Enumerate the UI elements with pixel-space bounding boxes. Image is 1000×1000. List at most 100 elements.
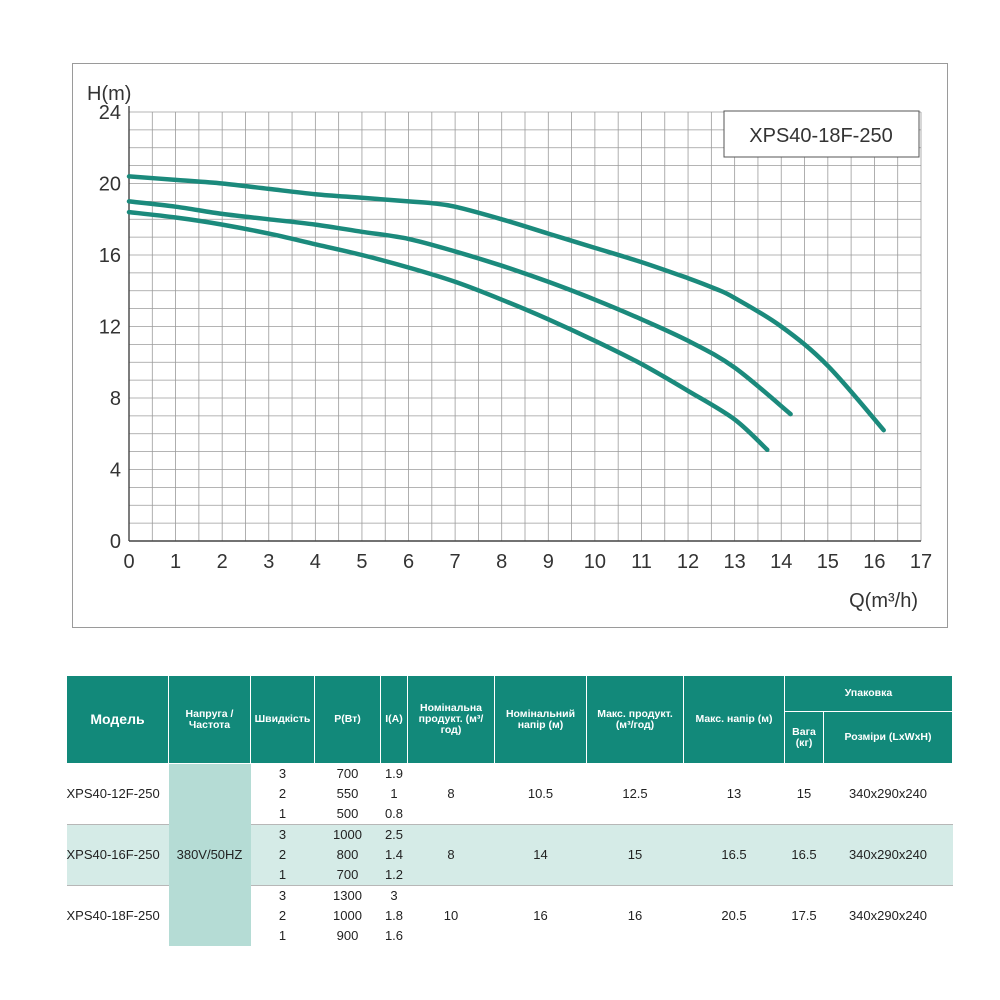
header-power: P(Вт) (314, 675, 381, 764)
current-cell: 1.8 (384, 908, 404, 923)
y-tick-label: 24 (99, 102, 121, 124)
x-tick-label: 6 (403, 551, 414, 573)
weight-cell: 15 (784, 763, 824, 825)
series-line-2 (126, 199, 793, 417)
nominal-flow-cell: 8 (407, 824, 495, 886)
table-row: 1 500 0.8 (67, 804, 953, 825)
x-tick-label: 1 (170, 551, 181, 573)
current-cell: 1 (390, 786, 398, 801)
max-head-cell: 13 (683, 763, 785, 825)
x-tick-label: 0 (123, 551, 134, 573)
speed-cell: 3 (278, 888, 287, 903)
speed-cell: 2 (278, 908, 287, 923)
table-row: 2 800 1.4 (67, 845, 953, 865)
x-tick-label: 2 (217, 551, 228, 573)
nominal-head-cell: 14 (494, 824, 587, 886)
power-cell: 1000 (333, 908, 362, 923)
current-cell: 0.8 (380, 804, 408, 825)
header-voltage: Напруга /Частота (168, 675, 251, 764)
weight-cell: 17.5 (791, 908, 817, 923)
header-current: I(A) (380, 675, 408, 764)
series-lines (126, 174, 886, 453)
chart-title: XPS40-18F-250 (749, 125, 892, 147)
x-tick-label: 5 (356, 551, 367, 573)
max-flow-cell: 15 (586, 824, 684, 886)
max-head-cell: 16.5 (683, 824, 785, 886)
pump-curve-chart: 0 1 2 3 4 5 6 7 8 9 10 11 12 13 14 15 16 17 0 4 8 12 16 20 24 XP… (72, 63, 948, 628)
model-name: XPS40-18F-250 (66, 908, 160, 923)
y-tick-label: 20 (99, 174, 121, 196)
table-row: XPS40-18F-250 3 1300 3 10 16 16 20.5 17.… (67, 886, 953, 923)
title-box-frame (723, 110, 920, 158)
speed-cell: 2 (278, 786, 287, 801)
x-tick-label: 16 (863, 551, 885, 573)
header-nominal-flow: Номінальна продукт. (м³/год) (407, 675, 495, 764)
nominal-flow-cell: 8 (407, 763, 495, 825)
x-tick-label: 17 (910, 551, 932, 573)
current-cell: 1.9 (384, 766, 404, 781)
y-axis-label: H(m) (87, 83, 131, 105)
speed-cell: 3 (250, 824, 315, 845)
table-row: 2 550 1 (67, 784, 953, 804)
x-tick-label: 15 (817, 551, 839, 573)
grid (128, 111, 922, 542)
x-tick-label: 9 (543, 551, 554, 573)
speed-cell: 3 (278, 766, 287, 781)
nominal-flow-cell: 10 (443, 908, 459, 923)
x-tick-label: 11 (631, 551, 652, 573)
header-dimensions: Розміри (LxWxH) (823, 711, 953, 764)
speed-cell: 1 (250, 804, 315, 825)
nominal-head-cell: 10.5 (494, 763, 587, 825)
header-nominal-head: Номінальний напір (м) (494, 675, 587, 764)
spec-table: Модель Напруга /Частота Швидкість P(Вт) … (66, 675, 953, 946)
speed-cell: 1 (250, 865, 315, 886)
dimensions-cell: 340x290x240 (823, 824, 953, 886)
header-packaging: Упаковка (784, 675, 953, 712)
x-tick-label: 10 (584, 551, 606, 573)
y-tick-label: 8 (110, 388, 121, 410)
max-flow-cell: 12.5 (586, 763, 684, 825)
x-tick-label: 8 (496, 551, 507, 573)
y-tick-label: 4 (110, 460, 121, 482)
power-cell: 700 (336, 766, 359, 781)
max-flow-cell: 16 (627, 908, 643, 923)
x-tick-label: 7 (450, 551, 461, 573)
header-speed: Швидкість (250, 675, 315, 764)
x-axis-label: Q(m³/h) (849, 590, 918, 612)
series-line-1 (126, 174, 886, 433)
current-cell: 2.5 (380, 824, 408, 845)
power-cell: 550 (336, 786, 359, 801)
speed-cell: 2 (250, 845, 315, 865)
header-max-flow: Макс. продукт. (м³/год) (586, 675, 684, 764)
current-cell: 1.4 (380, 845, 408, 865)
power-cell: 900 (336, 928, 359, 943)
x-tick-label: 4 (310, 551, 321, 573)
speed-cell: 1 (278, 928, 287, 943)
weight-cell: 16.5 (784, 824, 824, 886)
current-cell: 1.6 (384, 928, 404, 943)
header-weight: Вага (кг) (784, 711, 824, 764)
y-tick-label: 0 (110, 531, 121, 553)
x-tick-label: 13 (724, 551, 746, 573)
power-cell: 500 (314, 804, 381, 825)
nominal-head-cell: 16 (533, 908, 548, 923)
table-row: 1 900 1.6 (67, 926, 953, 946)
header-model: Модель (66, 675, 169, 764)
table-row: 2 1000 1.8 (67, 906, 953, 926)
max-head-cell: 20.5 (721, 908, 747, 923)
chart-title-box: XPS40-18F-250 (723, 110, 920, 158)
power-cell: 800 (314, 845, 381, 865)
voltage-cell: 380V/50HZ (168, 763, 251, 946)
current-cell: 1.2 (380, 865, 408, 886)
model-name: XPS40-12F-250 (66, 763, 169, 825)
current-cell: 3 (390, 888, 398, 903)
table-row: 1 700 1.2 (67, 865, 953, 886)
power-cell: 1300 (333, 888, 362, 903)
dimensions-cell: 340x290x240 (823, 763, 953, 825)
dimensions-cell: 340x290x240 (848, 908, 928, 923)
series-line-3 (126, 209, 770, 453)
table-row: XPS40-12F-250 380V/50HZ 3 700 1.9 8 10.5… (66, 763, 953, 946)
table-row: XPS40-16F-250 3 1000 2.5 8 14 15 16.5 16… (66, 824, 953, 886)
y-tick-label: 12 (99, 317, 121, 339)
